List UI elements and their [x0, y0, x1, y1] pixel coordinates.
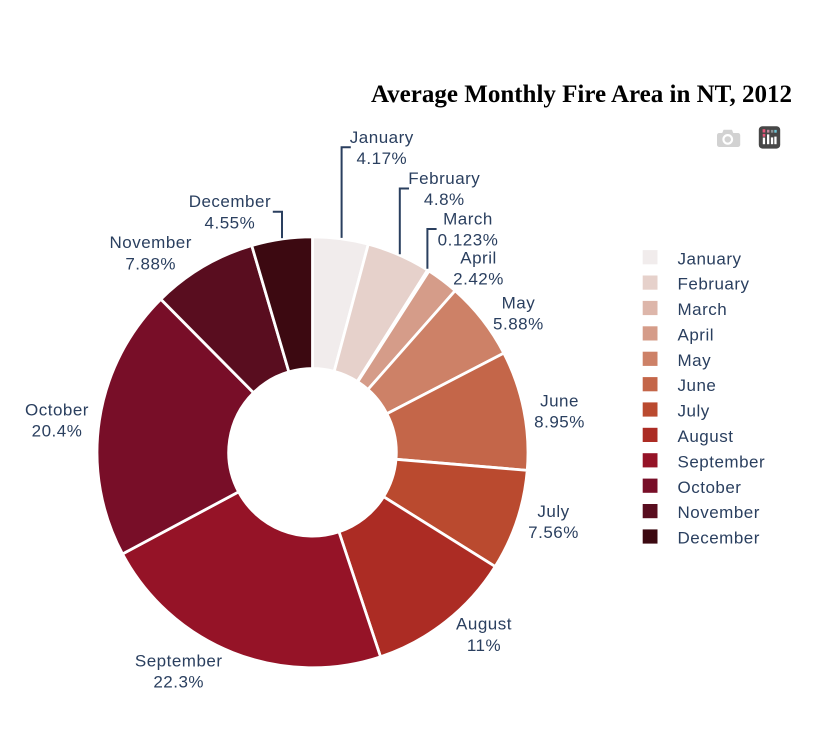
svg-text:September: September [678, 452, 766, 471]
svg-text:July: July [678, 402, 710, 421]
svg-text:November: November [109, 233, 191, 252]
svg-text:20.4%: 20.4% [32, 422, 83, 441]
svg-text:April: April [678, 326, 715, 345]
svg-text:7.88%: 7.88% [125, 254, 176, 273]
svg-text:4.55%: 4.55% [205, 213, 256, 232]
svg-text:22.3%: 22.3% [153, 673, 204, 692]
svg-text:January: January [678, 249, 742, 268]
svg-text:May: May [502, 294, 536, 313]
svg-text:June: June [678, 376, 717, 395]
svg-text:July: July [537, 502, 569, 521]
svg-text:April: April [460, 249, 497, 268]
svg-text:October: October [25, 400, 89, 419]
svg-text:May: May [678, 351, 712, 370]
svg-text:September: September [135, 651, 223, 670]
svg-text:December: December [678, 529, 760, 548]
svg-text:February: February [408, 169, 480, 188]
svg-text:December: December [189, 192, 271, 211]
svg-text:11%: 11% [467, 636, 501, 655]
svg-text:August: August [678, 427, 734, 446]
svg-text:January: January [350, 128, 414, 147]
svg-text:8.95%: 8.95% [534, 413, 585, 432]
svg-text:March: March [443, 210, 493, 229]
svg-text:February: February [678, 275, 750, 294]
svg-text:2.42%: 2.42% [453, 270, 504, 289]
svg-text:4.17%: 4.17% [356, 149, 407, 168]
svg-text:5.88%: 5.88% [493, 315, 544, 334]
svg-text:August: August [456, 615, 512, 634]
svg-text:June: June [540, 391, 579, 410]
svg-text:March: March [678, 300, 728, 319]
svg-text:0.123%: 0.123% [438, 231, 499, 250]
svg-text:October: October [678, 478, 742, 497]
svg-text:4.8%: 4.8% [424, 190, 465, 209]
svg-text:Average Monthly Fire Area in N: Average Monthly Fire Area in NT, 2012 [371, 81, 792, 108]
svg-text:November: November [678, 503, 760, 522]
svg-text:7.56%: 7.56% [528, 523, 579, 542]
